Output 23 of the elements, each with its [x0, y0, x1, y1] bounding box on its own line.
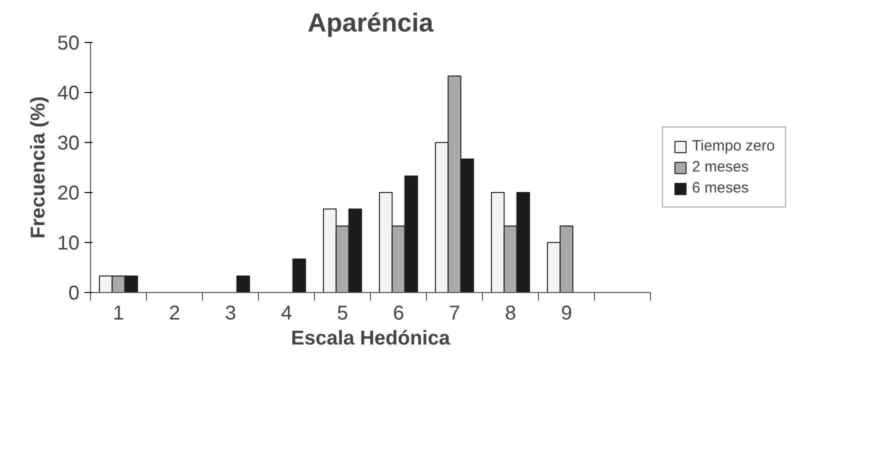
x-tick-label: 7: [448, 302, 460, 324]
y-axis-title: Frecuencia (%): [27, 96, 50, 239]
legend-label: 6 meses: [692, 180, 749, 196]
x-tick-label: 1: [112, 302, 124, 324]
chart-title: Aparéncia: [308, 8, 434, 38]
legend-label: 2 meses: [692, 158, 749, 176]
x-tick-label: 8: [504, 302, 516, 324]
y-tick-label: 40: [57, 82, 80, 104]
x-axis-title: Escala Hedónica: [291, 328, 451, 350]
x-tick-label: 3: [224, 302, 236, 324]
x-tick-label: 6: [392, 302, 404, 324]
y-tick-label: 30: [57, 132, 80, 154]
y-tick-label: 20: [57, 182, 80, 204]
x-tick-label: 4: [280, 302, 292, 324]
legend-label: Tiempo zero: [692, 138, 775, 154]
x-tick-label: 5: [336, 302, 348, 324]
y-tick-label: 0: [68, 282, 80, 304]
y-tick-label: 50: [57, 32, 80, 54]
x-tick-label: 9: [560, 302, 572, 324]
bar: [292, 258, 306, 292]
bar: [236, 276, 250, 292]
y-tick-label: 10: [57, 232, 80, 254]
x-tick-label: 2: [168, 302, 180, 324]
